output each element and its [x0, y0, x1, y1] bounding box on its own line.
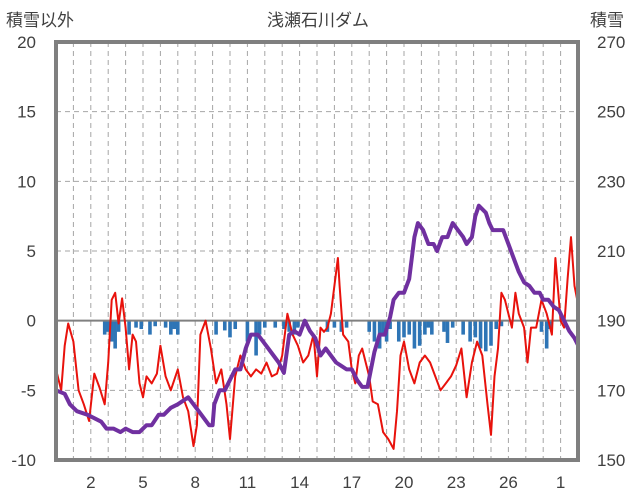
blue-bar-series	[102, 320, 552, 356]
left-axis-ticks: -10 -5 0 5 10 15 20	[11, 33, 36, 470]
bar	[412, 320, 417, 349]
left-tick-label: -10	[11, 451, 36, 470]
bar	[116, 320, 121, 332]
x-tick-label: 14	[290, 473, 309, 492]
left-tick-label: 5	[27, 242, 36, 261]
bar	[339, 320, 344, 332]
left-tick-label: -5	[21, 381, 36, 400]
bar	[478, 320, 483, 349]
plot-frame	[54, 40, 580, 462]
bar	[134, 320, 138, 328]
x-tick-label: 1	[556, 473, 565, 492]
left-axis-label: 積雪以外	[6, 11, 74, 30]
x-tick-label: 20	[395, 473, 414, 492]
bar	[127, 320, 131, 335]
x-tick-label: 2	[86, 473, 95, 492]
bar	[169, 320, 173, 335]
bar	[106, 320, 110, 332]
bar	[296, 320, 300, 328]
bar	[292, 320, 297, 335]
bar	[494, 320, 499, 330]
bar	[172, 320, 177, 330]
bar	[273, 320, 278, 328]
bar	[445, 320, 450, 343]
right-tick-label: 250	[597, 103, 625, 122]
bar	[245, 320, 250, 342]
bar	[287, 320, 291, 332]
bar	[214, 320, 218, 335]
left-tick-label: 0	[27, 312, 36, 331]
bar	[461, 320, 465, 335]
bar	[544, 320, 549, 349]
bar	[483, 320, 488, 352]
bar	[402, 320, 406, 338]
bar	[332, 320, 337, 328]
bar	[539, 320, 544, 332]
line-series	[54, 203, 580, 450]
bar	[222, 320, 227, 331]
bar	[426, 320, 431, 328]
x-tick-label: 23	[447, 473, 466, 492]
right-tick-label: 190	[597, 312, 625, 331]
bar	[372, 320, 377, 342]
x-axis-ticks: 2 5 8 11 14 17 20 23 26 1	[86, 473, 565, 492]
x-tick-label: 11	[239, 473, 257, 492]
bar	[423, 320, 427, 335]
right-axis-ticks: 150 170 190 210 230 250 270	[597, 33, 625, 470]
right-tick-label: 170	[597, 381, 625, 400]
grid	[56, 42, 578, 460]
bar	[282, 320, 286, 330]
x-tick-label: 26	[499, 473, 518, 492]
x-tick-label: 8	[190, 473, 199, 492]
bar	[367, 320, 371, 332]
red-line-series	[55, 236, 579, 450]
right-tick-label: 270	[597, 33, 625, 52]
bar	[417, 320, 422, 346]
x-tick-label: 5	[138, 473, 147, 492]
bar	[113, 320, 117, 349]
bar	[148, 320, 152, 335]
bar	[489, 320, 493, 346]
left-tick-label: 10	[17, 172, 36, 191]
purple-line-series	[54, 203, 580, 435]
left-tick-label: 20	[17, 33, 36, 52]
right-tick-label: 150	[597, 451, 625, 470]
bar	[499, 320, 504, 327]
bar	[450, 320, 455, 328]
left-tick-label: 15	[17, 103, 36, 122]
bar	[381, 320, 385, 335]
bar	[109, 320, 114, 342]
bar	[163, 320, 168, 328]
bar	[153, 320, 157, 327]
bar	[396, 320, 401, 342]
bar	[442, 320, 446, 332]
right-tick-label: 230	[597, 172, 625, 191]
bar	[430, 320, 434, 335]
bar	[176, 320, 180, 335]
bar	[228, 320, 232, 338]
bar	[257, 320, 262, 335]
right-axis-label: 積雪	[590, 11, 624, 30]
bar	[468, 320, 472, 342]
x-tick-label: 17	[342, 473, 361, 492]
bar	[139, 320, 144, 330]
bar	[344, 320, 349, 328]
bar	[102, 320, 107, 335]
bar	[473, 320, 478, 338]
bar	[254, 320, 258, 356]
bar	[263, 320, 267, 328]
bar	[233, 320, 238, 330]
right-tick-label: 210	[597, 242, 625, 261]
bar	[407, 320, 412, 335]
chart-title: 浅瀬石川ダム	[267, 11, 369, 30]
bar	[388, 320, 392, 330]
